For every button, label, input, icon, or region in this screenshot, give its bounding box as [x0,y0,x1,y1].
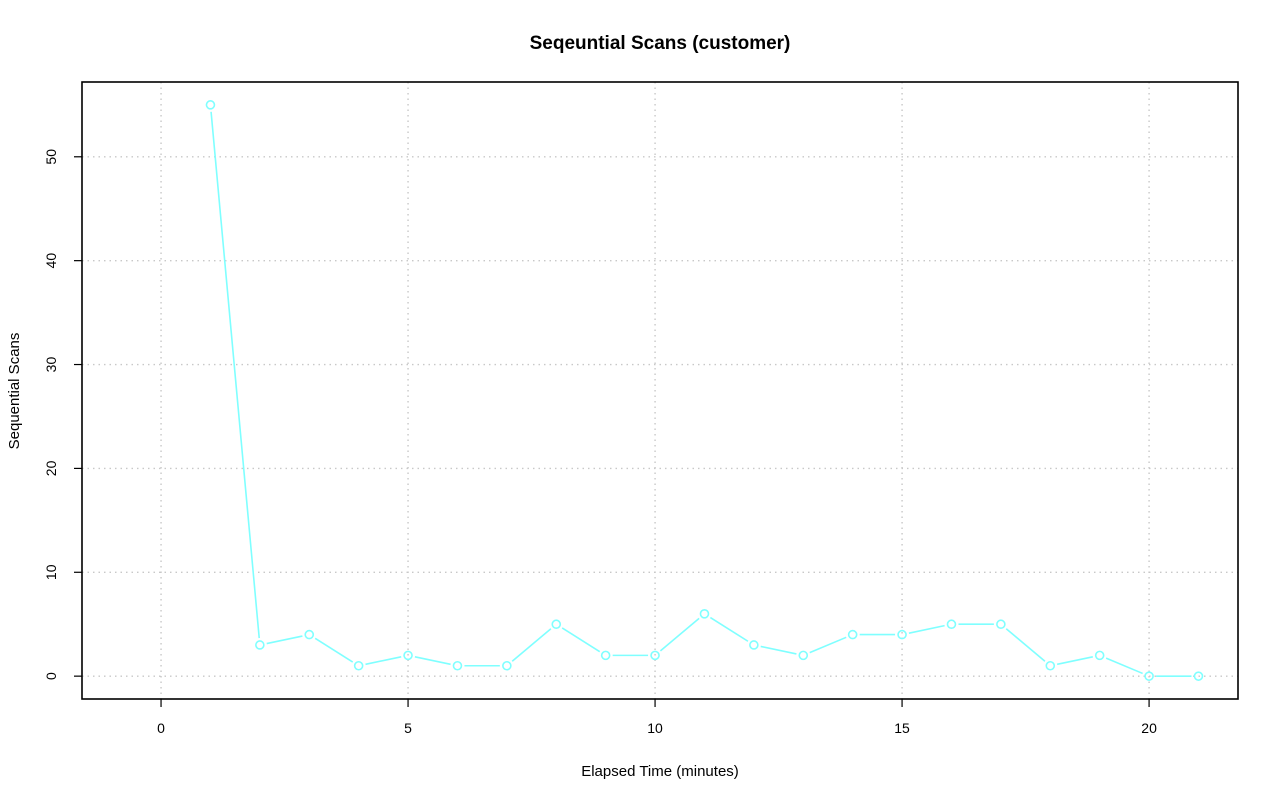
series-line-segment [709,616,749,642]
data-point [650,650,660,661]
x-axis-label: Elapsed Time (minutes) [581,763,739,780]
series-line-segment [266,635,303,645]
series-line-segment [809,636,847,654]
y-tick-label: 0 [43,672,59,680]
series-line-segment [511,628,552,662]
data-point [1094,650,1105,661]
plot-frame [81,81,1239,700]
data-point [1193,671,1204,681]
data-point [304,629,315,640]
data-point [1144,671,1154,681]
data-point [996,619,1006,630]
x-tick-label: 10 [647,720,663,736]
series-line-segment [365,656,402,666]
series-line-segment [314,637,354,663]
data-point [946,619,957,630]
data-point [847,629,858,640]
series-line-segment [210,111,261,639]
series-layer [205,100,1204,681]
series-line-segment [1105,657,1143,675]
x-tick-label: 15 [894,720,910,736]
data-point [255,640,265,650]
x-tick-label: 0 [157,720,165,736]
chart-title: Seqeuntial Scans (customer) [530,33,791,54]
data-point [897,629,907,640]
data-point [798,650,809,661]
x-tick-label: 20 [1141,720,1157,736]
series-line-segment [414,656,451,666]
data-point [403,650,413,661]
data-point [353,660,364,671]
y-tick-label: 50 [43,149,59,165]
y-tick-label: 30 [43,357,59,373]
x-axis: 0 5 10 15 20 [157,699,1157,736]
series-line-segment [1056,656,1093,666]
data-point [551,619,562,630]
y-tick-label: 20 [43,460,59,476]
series-line-segment [659,617,700,652]
y-axis-label: Sequential Scans [6,333,23,450]
grid-layer [82,82,1238,699]
y-tick-label: 40 [43,253,59,269]
series-line-segment [561,627,601,653]
y-axis: 0 10 20 30 40 50 [43,149,82,680]
data-point [600,650,611,661]
series-line-segment [908,624,945,634]
data-point [452,660,463,671]
series-line-segment [760,645,797,655]
x-tick-label: 5 [404,720,412,736]
series-line-segment [1005,628,1046,662]
data-point [749,640,759,650]
y-tick-label: 10 [43,564,59,580]
data-point [699,609,710,619]
data-point [1045,660,1056,671]
data-point [205,100,216,110]
data-point [502,660,512,671]
